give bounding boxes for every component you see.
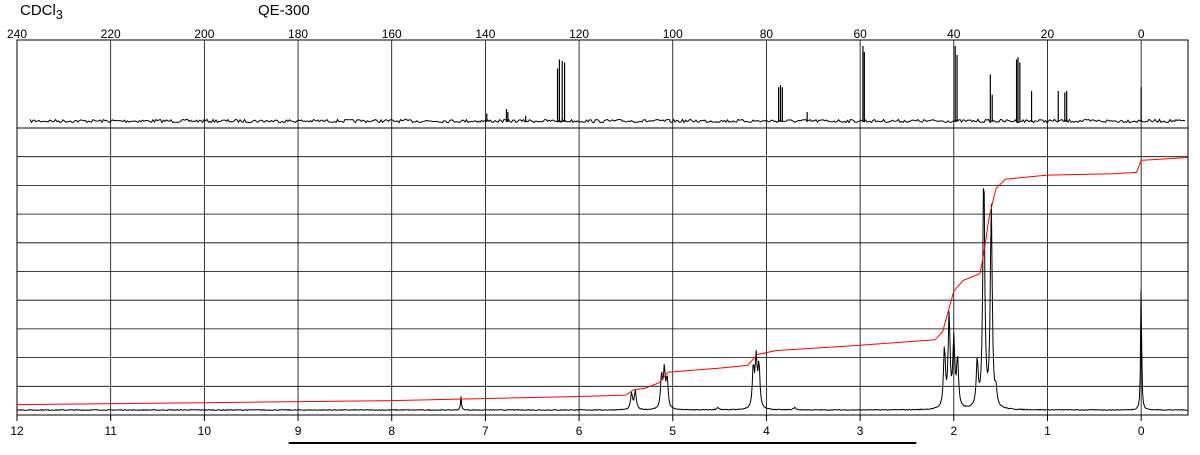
h1-integral-curve <box>16 157 1189 406</box>
h1-tick-label: 6 <box>576 424 583 438</box>
plot-frames <box>16 39 1189 416</box>
solvent-subscript: 3 <box>55 8 63 22</box>
c13-tick-labels: 240 220 200 180 160 140 120 100 80 60 40 20 0 <box>7 27 1145 41</box>
c13-grid <box>110 40 1142 128</box>
c13-tick-label: 100 <box>663 27 683 41</box>
c13-tick-label: 20 <box>1041 27 1055 41</box>
c13-tick-label: 140 <box>475 27 495 41</box>
h1-tick-label: 4 <box>763 424 770 438</box>
instrument-label: QE-300 <box>258 2 310 19</box>
c13-tick-label: 200 <box>194 27 214 41</box>
c13-tick-label: 120 <box>569 27 589 41</box>
c13-tick-label: 220 <box>101 27 121 41</box>
h1-tick-label: 7 <box>482 424 489 438</box>
c13-tick-label: 60 <box>853 27 867 41</box>
h1-frame <box>16 127 1189 416</box>
h1-integral-line <box>16 157 1189 406</box>
c13-tick-label: 160 <box>382 27 402 41</box>
h1-tick-labels: 12 11 10 9 8 7 6 5 4 3 2 1 0 <box>10 415 1145 438</box>
c13-tick-label: 80 <box>760 27 774 41</box>
solvent-label: CDCl3 <box>20 2 63 22</box>
c13-frame <box>16 39 1189 129</box>
h1-tick-label: 10 <box>198 424 212 438</box>
c13-baseline <box>29 118 1186 124</box>
c13-tick-label: 40 <box>947 27 961 41</box>
c13-tick-label: 240 <box>7 27 27 41</box>
h1-tick-label: 9 <box>295 424 302 438</box>
h1-tick-label: 12 <box>10 424 24 438</box>
c13-tick-label: 0 <box>1138 27 1145 41</box>
h1-spectrum <box>16 188 1188 412</box>
h1-tick-label: 3 <box>857 424 864 438</box>
c13-tick-label: 180 <box>288 27 308 41</box>
h1-tick-label: 1 <box>1044 424 1051 438</box>
h1-tick-label: 2 <box>950 424 957 438</box>
h1-tick-label: 0 <box>1138 424 1145 438</box>
h1-grid <box>17 128 1188 415</box>
h1-tick-label: 8 <box>388 424 395 438</box>
c13-spectrum <box>29 46 1186 124</box>
h1-tick-label: 5 <box>669 424 676 438</box>
h1-trace-line <box>16 188 1188 412</box>
h1-tick-label: 11 <box>104 424 117 438</box>
solvent-base: CDCl <box>20 2 56 19</box>
